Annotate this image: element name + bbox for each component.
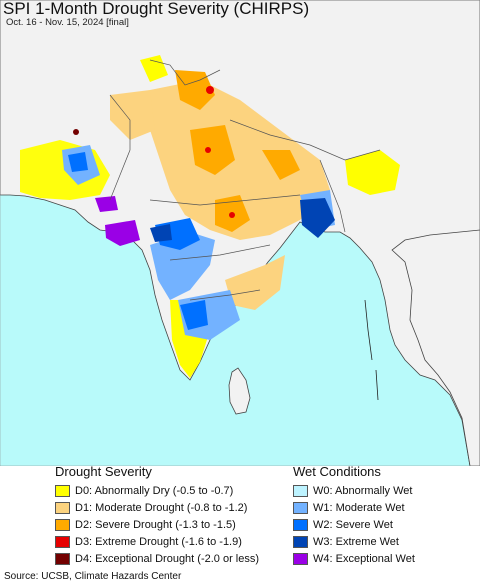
w2-area (180, 300, 208, 330)
legend: Drought Severity Wet Conditions D0: Abno… (0, 462, 480, 570)
swatch-d1 (55, 502, 70, 514)
d0-area (345, 150, 400, 195)
border-line (229, 119, 381, 161)
w4-area (105, 220, 140, 246)
swatch-w4 (293, 553, 308, 565)
w1-area (150, 232, 215, 300)
legend-label: D3: Extreme Drought (-1.6 to -1.9) (75, 536, 242, 548)
legend-item-d2: D2: Severe Drought (-1.3 to -1.5) (55, 517, 236, 533)
swatch-d2 (55, 519, 70, 531)
map-subtitle: Oct. 16 - Nov. 15, 2024 [final] (6, 17, 129, 28)
d1-area (150, 80, 330, 240)
d2-area (262, 150, 300, 180)
legend-label: W3: Extreme Wet (313, 536, 399, 548)
border-line (149, 59, 221, 86)
border-line (149, 194, 301, 206)
southeast-land (391, 229, 480, 466)
legend-label: W1: Moderate Wet (313, 502, 405, 514)
border-line (169, 244, 271, 261)
d3-spot (206, 86, 214, 94)
legend-item-d4: D4: Exceptional Drought (-2.0 or less) (55, 551, 259, 567)
swatch-w1 (293, 502, 308, 514)
drought-overlays (20, 55, 400, 378)
source-credit: Source: UCSB, Climate Hazards Center (4, 571, 182, 582)
legend-item-d1: D1: Moderate Drought (-0.8 to -1.2) (55, 500, 247, 516)
swatch-w2 (293, 519, 308, 531)
borders (109, 59, 381, 301)
map-title: SPI 1-Month Drought Severity (CHIRPS) (3, 0, 310, 18)
drought-map (0, 0, 480, 466)
legend-label: D2: Severe Drought (-1.3 to -1.5) (75, 519, 236, 531)
swatch-d0 (55, 485, 70, 497)
legend-item-d3: D3: Extreme Drought (-1.6 to -1.9) (55, 534, 242, 550)
swatch-d3 (55, 536, 70, 548)
d3-spot (205, 147, 211, 153)
legend-item-w2: W2: Severe Wet (293, 517, 393, 533)
w3-area (150, 224, 172, 242)
w3-area (300, 198, 335, 238)
sri-lanka (228, 367, 251, 415)
legend-label: W2: Severe Wet (313, 519, 393, 531)
legend-label: D1: Moderate Drought (-0.8 to -1.2) (75, 502, 248, 514)
coast-markers (364, 299, 379, 401)
d1-area (225, 255, 285, 310)
drought-legend-heading: Drought Severity (55, 464, 152, 479)
w4-area (95, 196, 118, 212)
border-line (189, 289, 261, 301)
legend-label: W0: Abnormally Wet (313, 485, 413, 497)
d1-area (110, 90, 155, 140)
swatch-d4 (55, 553, 70, 565)
legend-item-w3: W3: Extreme Wet (293, 534, 399, 550)
d3-spot (229, 212, 235, 218)
legend-label: D4: Exceptional Drought (-2.0 or less) (75, 553, 260, 565)
d2-area (190, 125, 235, 175)
legend-item-w1: W1: Moderate Wet (293, 500, 405, 516)
legend-item-w4: W4: Exceptional Wet (293, 551, 415, 567)
legend-label: D0: Abnormally Dry (-0.5 to -0.7) (75, 485, 234, 497)
legend-label: W4: Exceptional Wet (313, 553, 415, 565)
swatch-w3 (293, 536, 308, 548)
wet-legend-heading: Wet Conditions (293, 464, 381, 479)
w2-area (68, 152, 88, 172)
border-line (319, 159, 346, 233)
legend-item-d0: D0: Abnormally Dry (-0.5 to -0.7) (55, 483, 233, 499)
d2-area (175, 70, 215, 110)
swatch-w0 (293, 485, 308, 497)
d0-area (140, 55, 168, 82)
d4-spot (73, 129, 79, 135)
legend-item-w0: W0: Abnormally Wet (293, 483, 412, 499)
border-line (109, 94, 131, 201)
